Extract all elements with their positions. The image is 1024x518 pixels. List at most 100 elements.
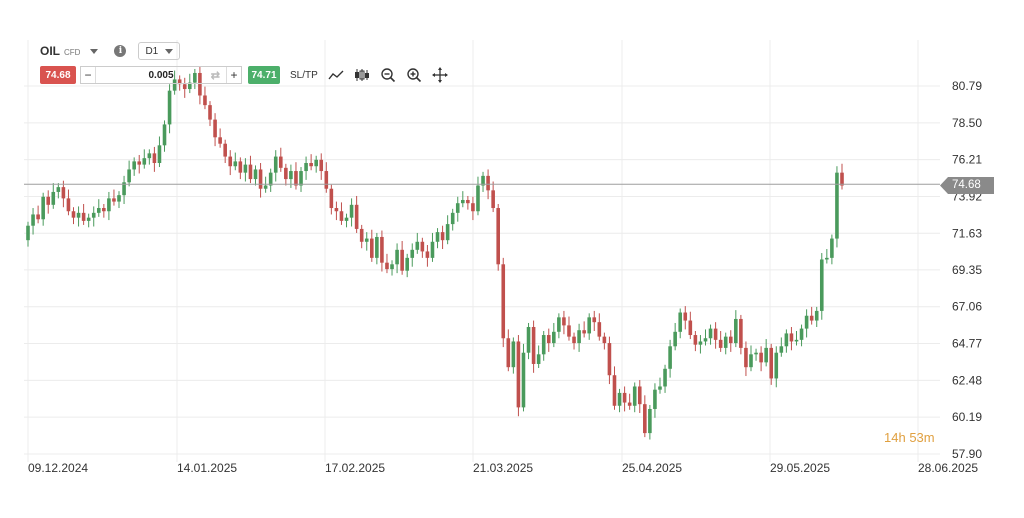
candle-body <box>663 368 667 387</box>
buy-price-button[interactable]: 74.71 <box>248 66 280 84</box>
candle-body <box>233 161 238 167</box>
candle-body <box>405 257 409 271</box>
sltp-button[interactable]: SL/TP <box>290 69 318 81</box>
candle-body <box>81 212 86 221</box>
candle <box>71 207 76 225</box>
candle <box>708 324 713 345</box>
sell-price-button[interactable]: 74.68 <box>40 66 76 84</box>
candle <box>541 331 546 361</box>
candle-body <box>734 318 738 344</box>
candle-body <box>840 172 844 186</box>
candle <box>663 364 667 393</box>
candle-body <box>521 352 526 408</box>
candle-body <box>607 343 612 376</box>
quantity-input[interactable]: 0.005 ⇄ <box>95 67 227 83</box>
candle <box>557 313 561 339</box>
candle <box>364 232 369 251</box>
candle <box>617 388 622 413</box>
candle <box>744 341 748 377</box>
swap-icon[interactable]: ⇄ <box>210 69 220 82</box>
y-tick-label: 78.50 <box>952 116 982 130</box>
candle-body <box>359 228 364 242</box>
candle <box>167 84 172 134</box>
candle-body <box>31 214 35 226</box>
x-tick-label: 28.06.2025 <box>918 461 978 475</box>
candle-body <box>284 167 288 180</box>
candlestick-type-icon[interactable] <box>354 67 370 83</box>
y-tick-label: 60.19 <box>952 410 982 424</box>
increase-button[interactable]: + <box>230 68 238 82</box>
candle-body <box>637 386 642 405</box>
candle <box>41 192 45 226</box>
timeframe-value: D1 <box>145 45 159 57</box>
candle-body <box>814 310 819 321</box>
candle <box>809 306 814 325</box>
candle-body <box>461 199 465 204</box>
candle-body <box>177 79 182 85</box>
candle <box>567 316 571 341</box>
candle <box>627 393 632 410</box>
candle <box>385 253 389 274</box>
candle-body <box>627 402 632 406</box>
candle-body <box>491 190 495 209</box>
candle <box>228 150 233 176</box>
candle-body <box>248 164 253 180</box>
timeframe-select[interactable]: D1 <box>138 42 181 60</box>
candle <box>562 310 566 335</box>
candle <box>258 163 263 198</box>
candle <box>476 176 480 216</box>
info-icon[interactable]: i <box>114 45 127 57</box>
candle-body <box>208 105 212 120</box>
candle-body <box>395 249 399 265</box>
candle <box>506 329 511 372</box>
candle-body <box>617 392 622 406</box>
candle-body <box>476 185 480 212</box>
decrease-button[interactable]: − <box>84 68 92 82</box>
candle <box>703 329 708 346</box>
candle-body <box>354 204 359 229</box>
candle-body <box>486 175 490 191</box>
candle-body <box>825 257 829 260</box>
candle-body <box>739 318 743 348</box>
candle-body <box>450 212 455 225</box>
x-tick-label: 17.02.2025 <box>325 461 385 475</box>
candle-body <box>415 241 420 250</box>
candle <box>334 201 339 221</box>
zoom-in-icon[interactable] <box>406 67 422 83</box>
symbol-name[interactable]: OIL <box>40 44 60 58</box>
candle-body <box>278 156 283 168</box>
candle <box>835 166 839 248</box>
move-icon[interactable] <box>431 67 448 83</box>
candle-body <box>137 161 142 165</box>
zoom-out-icon[interactable] <box>380 67 396 83</box>
candle <box>587 313 592 340</box>
candle-body <box>466 199 470 204</box>
candle-body <box>673 331 677 347</box>
candle-body <box>769 347 774 379</box>
candle-body <box>218 137 222 144</box>
candle-body <box>713 328 718 340</box>
candle <box>329 184 334 215</box>
candle-body <box>744 347 748 368</box>
candle-body <box>228 156 233 167</box>
candle-body <box>774 352 779 379</box>
candle <box>653 383 657 418</box>
candle <box>592 310 597 332</box>
candle <box>749 345 753 372</box>
candle <box>46 190 51 214</box>
candle-body <box>370 238 374 258</box>
candle-body <box>587 317 592 334</box>
candle <box>516 335 521 417</box>
candle-body <box>107 198 111 212</box>
candle <box>122 175 126 205</box>
candle <box>481 171 485 192</box>
symbol-dropdown-icon[interactable] <box>90 48 99 54</box>
candle-body <box>198 72 202 96</box>
candle-body <box>187 82 192 90</box>
line-chart-icon[interactable] <box>328 67 344 83</box>
quantity-stepper[interactable]: − 0.005 ⇄ + <box>80 66 242 84</box>
countdown-minutes: 53 <box>909 430 924 445</box>
candle-body <box>76 212 81 218</box>
candle-body <box>759 352 763 363</box>
